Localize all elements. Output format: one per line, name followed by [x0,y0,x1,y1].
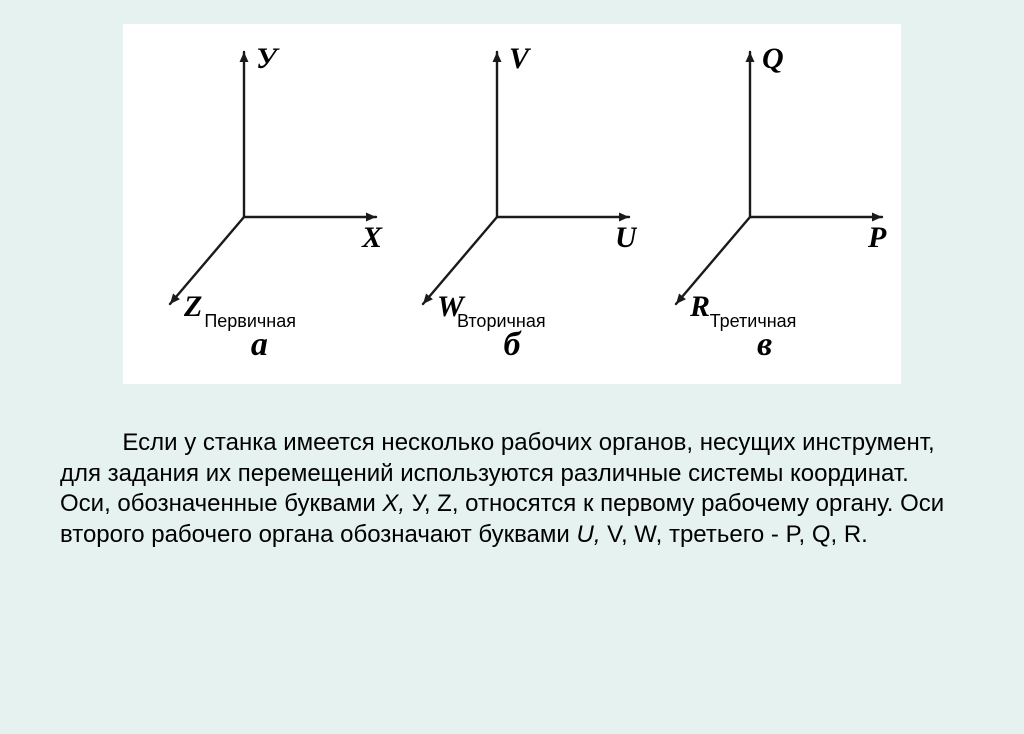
coordinate-systems-figure: УXZПервичнаяVUWВторичнаяQPRТретичная абв [123,24,901,384]
axes-set-1: X, [382,490,405,517]
panel-label: б [504,326,521,363]
slide: УXZПервичнаяVUWВторичнаяQPRТретичная абв… [0,0,1024,581]
axis-label-vertical: Q [762,42,784,75]
coordinate-system-tertiary: QPRТретичная [640,32,890,332]
panel-labels-row: а б в [133,326,891,364]
axis-label-horizontal: X [361,221,383,254]
axis-label-horizontal: P [867,221,887,254]
axis-label-diagonal: Z [183,290,202,323]
panel-label: а [251,326,268,363]
description-paragraph: Если у станка имеется несколько рабочих … [60,428,964,551]
axis-label-vertical: V [509,42,532,75]
coordinate-system-secondary: VUWВторичная [387,32,637,332]
axes-set-2: U, [576,521,600,548]
axes-row: УXZПервичнаяVUWВторичнаяQPRТретичная [133,32,891,332]
axis-label-diagonal: R [689,290,710,323]
axis-label-horizontal: U [615,221,637,254]
panel-label: в [757,326,772,363]
text-part-3: V, W, третьего - P, Q, R. [600,521,867,548]
coordinate-system-primary: УXZПервичная [134,32,384,332]
axis-label-vertical: У [256,42,280,75]
